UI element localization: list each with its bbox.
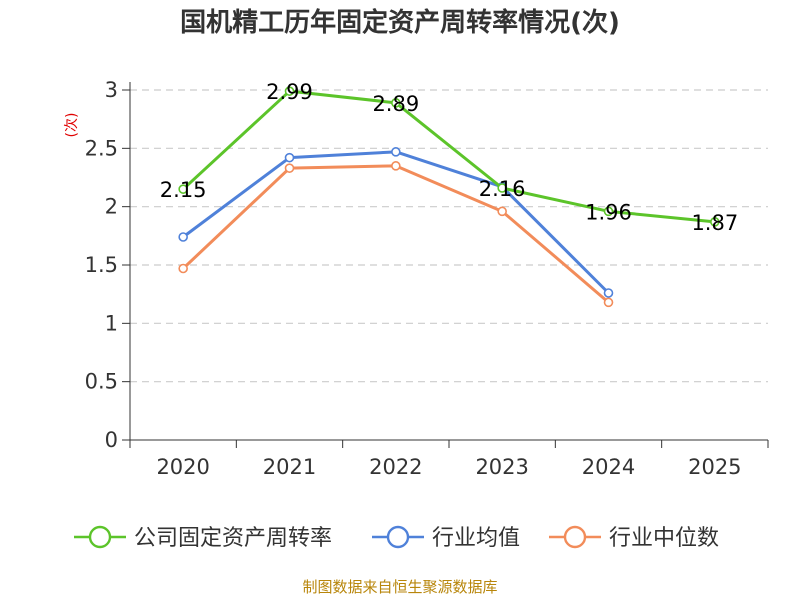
data-point-行业中位数-2023	[498, 207, 506, 215]
data-point-行业均值-2022	[392, 148, 400, 156]
data-point-行业中位数-2021	[286, 164, 294, 172]
data-label-2020: 2.15	[160, 178, 207, 202]
data-label-2024: 1.96	[585, 200, 632, 224]
chart: 国机精工历年固定资产周转率情况(次) (次) 0 0.5 1 1.5 2 2.5 3 2020…	[0, 0, 800, 600]
series-line-行业均值	[183, 152, 608, 293]
x-tick-label-2021: 2021	[263, 455, 316, 479]
legend-label-行业均值: 行业均值	[432, 526, 520, 551]
series-line-公司固定资产周转率	[183, 91, 715, 222]
x-tick-label-2023: 2023	[475, 455, 528, 479]
y-axis-label: (次)	[64, 113, 80, 138]
y-tick-label-2: 2	[105, 195, 118, 219]
data-point-行业均值-2020	[179, 233, 187, 241]
data-point-行业中位数-2020	[179, 265, 187, 273]
legend-label-行业中位数: 行业中位数	[609, 526, 719, 551]
data-point-行业中位数-2022	[392, 162, 400, 170]
data-label-2025: 1.87	[691, 211, 738, 235]
chart-title: 国机精工历年固定资产周转率情况(次)	[180, 7, 620, 38]
source-note: 制图数据来自恒生聚源数据库	[302, 578, 497, 596]
legend-marker-行业中位数	[565, 527, 585, 547]
y-tick-label-0.5: 0.5	[85, 370, 118, 394]
x-tick-label-2022: 2022	[369, 455, 422, 479]
data-point-行业均值-2024	[605, 289, 613, 297]
data-label-2021: 2.99	[266, 80, 313, 104]
y-tick-label-0: 0	[105, 428, 118, 452]
x-tick-label-2020: 2020	[156, 455, 209, 479]
legend-marker-公司固定资产周转率	[90, 527, 110, 547]
data-label-2023: 2.16	[479, 177, 526, 201]
legend-label-公司固定资产周转率: 公司固定资产周转率	[134, 526, 332, 551]
legend-marker-行业均值	[388, 527, 408, 547]
series-line-行业中位数	[183, 166, 608, 303]
y-tick-label-1: 1	[105, 311, 118, 335]
data-point-行业均值-2021	[286, 154, 294, 162]
y-tick-label-2.5: 2.5	[85, 136, 118, 160]
y-tick-label-1.5: 1.5	[85, 253, 118, 277]
x-tick-label-2025: 2025	[688, 455, 741, 479]
y-tick-label-3: 3	[105, 78, 118, 102]
data-label-2022: 2.89	[372, 92, 419, 116]
x-tick-label-2024: 2024	[582, 455, 635, 479]
data-point-行业中位数-2024	[605, 298, 613, 306]
